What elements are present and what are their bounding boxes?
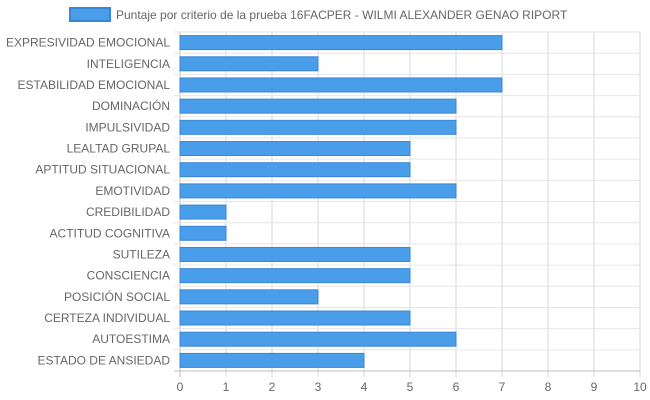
- category-label: EXPRESIVIDAD EMOCIONAL: [6, 36, 170, 50]
- x-tick-label: 10: [633, 380, 647, 394]
- bar[interactable]: [179, 98, 457, 114]
- category-label: POSICIÓN SOCIAL: [64, 289, 170, 304]
- category-label: EMOTIVIDAD: [95, 184, 170, 198]
- bar[interactable]: [179, 268, 411, 284]
- category-label: CERTEZA INDIVIDUAL: [44, 311, 170, 325]
- category-label: ESTABILIDAD EMOCIONAL: [18, 78, 171, 92]
- legend[interactable]: Puntaje por criterio de la prueba 16FACP…: [69, 7, 568, 22]
- x-tick-label: 6: [453, 380, 460, 394]
- bar[interactable]: [179, 77, 503, 93]
- category-label: DOMINACIÓN: [92, 98, 170, 113]
- bar[interactable]: [179, 289, 319, 305]
- legend-swatch: [69, 7, 111, 22]
- category-label: AUTOESTIMA: [92, 332, 170, 346]
- bar[interactable]: [179, 162, 411, 178]
- category-label: IMPULSIVIDAD: [85, 120, 170, 134]
- x-tick-label: 3: [315, 380, 322, 394]
- category-label: LEALTAD GRUPAL: [67, 142, 171, 156]
- x-tick-labels: 0 1 2 3 4 5 6 7 8 9 10: [177, 380, 647, 394]
- x-tick-label: 2: [269, 380, 276, 394]
- legend-label: Puntaje por criterio de la prueba 16FACP…: [116, 8, 568, 22]
- category-label: CONSCIENCIA: [87, 269, 170, 283]
- x-tick-label: 0: [177, 380, 184, 394]
- bar[interactable]: [179, 141, 411, 157]
- bar[interactable]: [179, 35, 503, 51]
- bar[interactable]: [179, 119, 457, 135]
- x-tick-label: 1: [223, 380, 230, 394]
- bar[interactable]: [179, 246, 411, 262]
- x-tick-label: 5: [407, 380, 414, 394]
- bar[interactable]: [179, 310, 411, 326]
- category-label: APTITUD SITUACIONAL: [35, 163, 170, 177]
- category-label: SUTILEZA: [113, 247, 170, 261]
- bar[interactable]: [179, 183, 457, 199]
- bar[interactable]: [179, 352, 365, 368]
- category-label: ESTADO DE ANSIEDAD: [38, 353, 171, 367]
- category-label: ACTITUD COGNITIVA: [50, 226, 170, 240]
- bar[interactable]: [179, 225, 227, 241]
- x-tick-label: 7: [499, 380, 506, 394]
- category-label: INTELIGENCIA: [87, 57, 170, 71]
- category-label: CREDIBILIDAD: [86, 205, 170, 219]
- bars: [179, 35, 503, 368]
- x-tick-label: 8: [545, 380, 552, 394]
- bar[interactable]: [179, 204, 227, 220]
- x-tick-label: 9: [591, 380, 598, 394]
- bar[interactable]: [179, 56, 319, 72]
- category-labels: EXPRESIVIDAD EMOCIONAL INTELIGENCIA ESTABI…: [6, 36, 170, 368]
- x-tick-label: 4: [361, 380, 368, 394]
- bar[interactable]: [179, 331, 457, 347]
